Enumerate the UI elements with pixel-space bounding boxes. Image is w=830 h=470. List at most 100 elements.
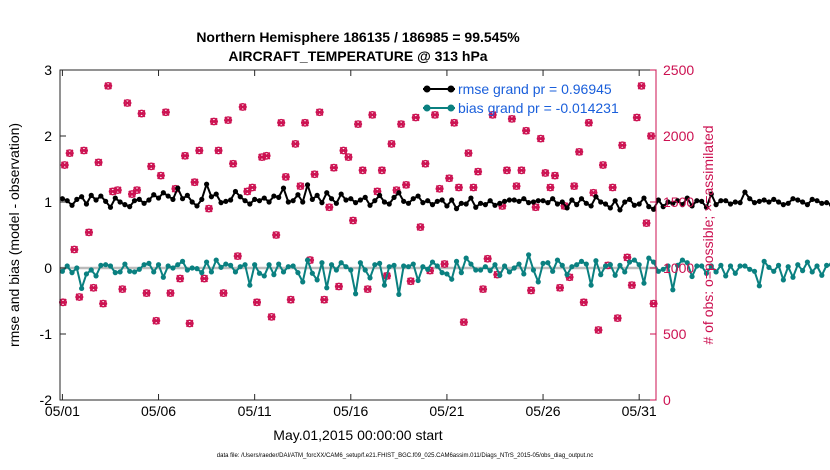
rmse-point (151, 192, 157, 198)
legend-bias-label: bias grand pr = -0.014231 (458, 100, 619, 116)
bias-point (713, 269, 719, 275)
bias-point (304, 257, 311, 263)
bias-point (184, 267, 190, 273)
bias-point (309, 270, 315, 276)
bias-point (535, 279, 541, 285)
rmse-point (473, 204, 479, 210)
bias-point (319, 260, 325, 266)
rmse-point (98, 193, 104, 199)
rmse-point (824, 200, 830, 206)
obs-assimilated-marker (60, 161, 69, 169)
bias-point (396, 291, 402, 297)
rmse-point (69, 202, 75, 208)
rmse-point (213, 191, 219, 197)
obs-assimilated-marker (344, 153, 353, 161)
rmse-point (780, 202, 786, 208)
bias-point (550, 268, 556, 274)
rmse-point (713, 202, 719, 208)
rmse-point (319, 200, 325, 206)
bias-point (425, 266, 431, 272)
bias-point (175, 262, 181, 268)
rmse-point (588, 203, 594, 209)
rmse-point (179, 196, 186, 202)
rmse-point (578, 196, 585, 202)
bias-point (819, 272, 825, 278)
obs-assimilated-marker (502, 166, 511, 175)
rmse-point (353, 200, 359, 206)
rmse-point (521, 196, 527, 202)
obs-assimilated-marker (397, 120, 406, 128)
rmse-point (88, 192, 94, 198)
rmse-point (526, 200, 532, 206)
rmse-point (497, 200, 503, 206)
bias-point (199, 270, 205, 276)
rmse-point (771, 196, 777, 202)
bias-point (463, 255, 469, 261)
rmse-point (155, 195, 162, 201)
bias-point (564, 272, 570, 278)
obs-assimilated-marker (185, 319, 194, 328)
rmse-point (655, 197, 662, 203)
bias-point (314, 277, 320, 283)
obs-assimilated-marker (416, 223, 425, 231)
obs-assimilated-marker (454, 183, 463, 192)
rmse-point (492, 202, 498, 208)
obs-count-series (58, 81, 658, 334)
bias-point (131, 269, 138, 275)
rmse-point (800, 199, 806, 205)
rmse-point (626, 196, 633, 202)
chart-subtitle: AIRCRAFT_TEMPERATURE @ 313 hPa (228, 48, 487, 64)
rmse-point (651, 206, 657, 212)
obs-assimilated-marker (281, 173, 290, 181)
bias-point (497, 272, 503, 278)
bias-point (122, 261, 128, 267)
bias-point (194, 266, 200, 272)
obs-assimilated-marker (190, 178, 199, 186)
rmse-point (74, 196, 80, 202)
obs-assimilated-marker (70, 245, 79, 254)
rmse-point (468, 195, 474, 201)
rmse-point (617, 207, 623, 213)
bias-point (64, 263, 70, 269)
obs-assimilated-marker (632, 113, 641, 122)
rmse-point (420, 200, 426, 206)
obs-assimilated-marker (440, 260, 449, 268)
obs-assimilated-marker (469, 183, 478, 192)
obs-assimilated-marker (94, 158, 103, 167)
rmse-point (761, 197, 767, 203)
obs-assimilated-marker (339, 146, 348, 155)
bias-point (79, 285, 85, 292)
obs-assimilated-marker (200, 274, 209, 283)
rmse-point (324, 190, 330, 196)
rmse-point (742, 189, 748, 195)
rmse-point (107, 204, 114, 210)
obs-assimilated-marker (123, 99, 132, 107)
x-tick-label: 05/11 (238, 403, 272, 419)
bias-point (636, 262, 642, 268)
bias-point (521, 271, 527, 277)
obs-assimilated-marker (368, 111, 377, 119)
bias-point (151, 269, 157, 275)
rmse-point (756, 198, 762, 204)
rmse-point (804, 202, 811, 208)
y-left-tick-label: 1 (44, 194, 52, 210)
rmse-point (208, 194, 214, 200)
obs-assimilated-marker (104, 82, 113, 90)
rmse-point (377, 192, 383, 198)
bias-point (372, 262, 378, 268)
rmse-series (59, 181, 830, 213)
y-axis-right: 0 500 1000 1500 2000 2500 (650, 62, 694, 408)
obs-assimilated-marker (479, 285, 488, 293)
rmse-point (679, 202, 686, 208)
bias-point (468, 261, 474, 267)
obs-assimilated-marker (550, 171, 559, 180)
bias-point (242, 262, 248, 268)
obs-assimilated-marker (546, 183, 555, 192)
obs-assimilated-marker (181, 152, 190, 160)
bias-point (391, 262, 397, 268)
bias-point (780, 277, 786, 283)
obs-assimilated-marker (147, 162, 156, 171)
bias-point (59, 268, 65, 274)
bias-point (338, 260, 344, 266)
obs-assimilated-marker (613, 314, 622, 322)
